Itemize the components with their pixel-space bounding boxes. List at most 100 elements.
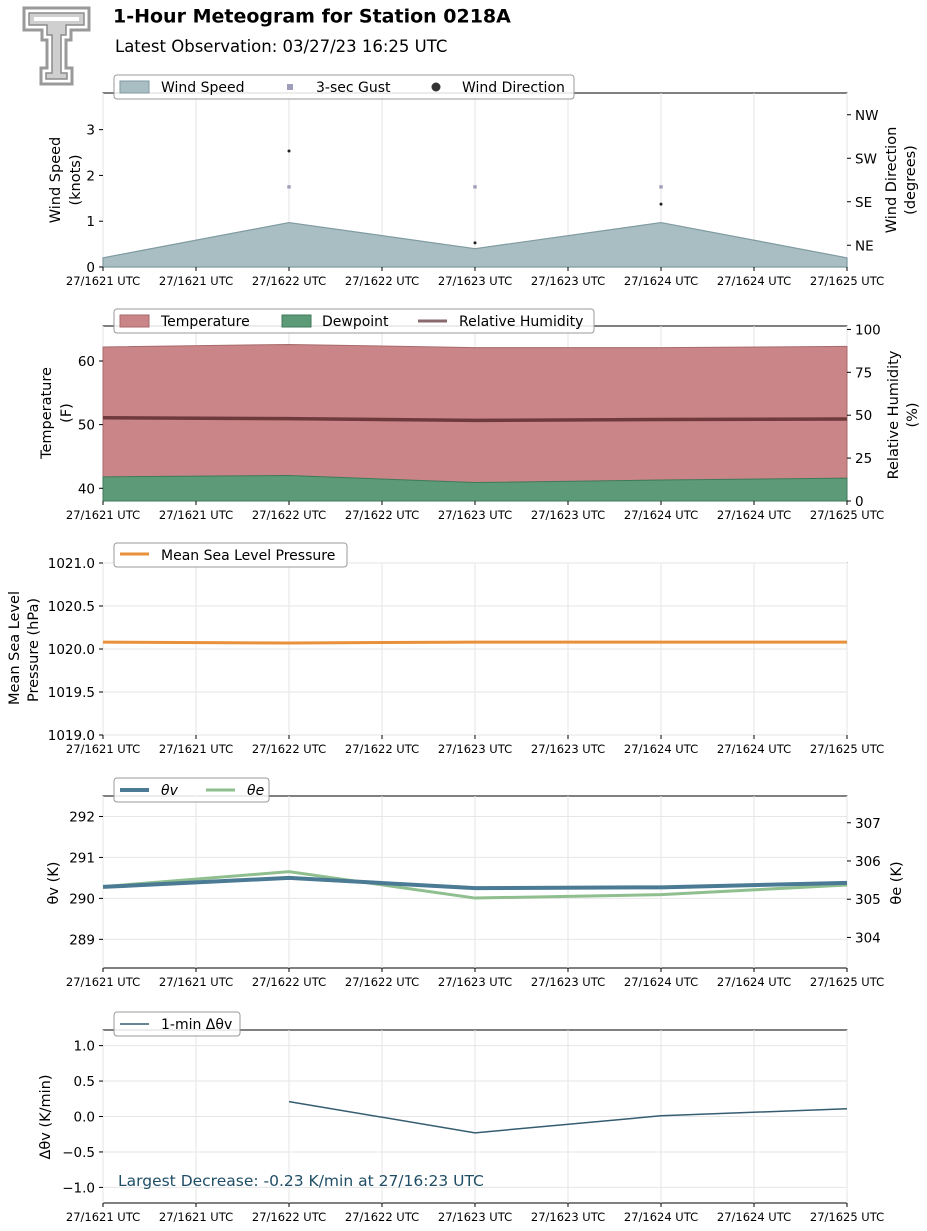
pressure-xtick-label: 27/1622 UTC bbox=[345, 742, 419, 756]
wind-ytick-label: 1 bbox=[86, 214, 95, 230]
dtheta-xtick-label: 27/1624 UTC bbox=[717, 1210, 791, 1224]
dewpoint-area bbox=[102, 475, 848, 502]
dtheta-xtick-label: 27/1624 UTC bbox=[624, 1210, 698, 1224]
theta-legend-box bbox=[113, 777, 270, 803]
pressure-ylabel-line2: Pressure (hPa) bbox=[26, 598, 42, 702]
temp-y2tick-label: 25 bbox=[855, 451, 872, 467]
dtheta-xtick-label: 27/1621 UTC bbox=[66, 1210, 140, 1224]
dtheta-legend: 1-min Δθv bbox=[113, 1011, 241, 1037]
dtheta-ytick-label: 0.0 bbox=[74, 1110, 95, 1126]
dtheta-plot-area bbox=[102, 1030, 848, 1203]
wind-xtick-label: 27/1623 UTC bbox=[438, 274, 512, 288]
temp-legend: Temperature Dewpoint Relative Humidity bbox=[113, 308, 595, 334]
relative-humidity-line bbox=[102, 416, 848, 423]
temp-xtick-label: 27/1625 UTC bbox=[810, 508, 884, 522]
direction-legend-label: Wind Direction bbox=[462, 80, 565, 96]
wind-xtick-label: 27/1624 UTC bbox=[717, 274, 791, 288]
theta-xtick-label: 27/1621 UTC bbox=[66, 975, 140, 989]
theta-panel: θv (K) θe (K) θv θe bbox=[46, 777, 905, 969]
gust-marker bbox=[473, 185, 477, 189]
dtheta-xtick-label: 27/1622 UTC bbox=[252, 1210, 326, 1224]
theta-xtick-label: 27/1622 UTC bbox=[345, 975, 419, 989]
wind-xtick-label: 27/1621 UTC bbox=[66, 274, 140, 288]
pressure-ytick-label: 1020.0 bbox=[48, 642, 95, 658]
wind-ytick-label: 2 bbox=[86, 168, 95, 184]
dtheta-ylabel: Δθv (K/min) bbox=[38, 1074, 54, 1159]
temp-xtick-label: 27/1623 UTC bbox=[531, 508, 605, 522]
temp-y2tick-label: 75 bbox=[855, 365, 872, 381]
wind-y2tick-label: SE bbox=[855, 195, 872, 211]
wind-ytick-label: 0 bbox=[86, 260, 95, 276]
dewpoint-legend-label: Dewpoint bbox=[322, 314, 389, 330]
wind-direction-marker bbox=[287, 149, 291, 153]
pressure-panel: Mean Sea Level Pressure (hPa) Mean Sea L… bbox=[7, 542, 848, 736]
wind-ylabel-line1: Wind Speed bbox=[48, 137, 64, 224]
pressure-xtick-label: 27/1625 UTC bbox=[810, 742, 884, 756]
wind-plot-area bbox=[102, 93, 848, 268]
dtheta-xtick-label: 27/1621 UTC bbox=[159, 1210, 233, 1224]
theta-ytick-label: 291 bbox=[69, 850, 95, 866]
wind-speed-area bbox=[102, 221, 848, 268]
wind-xtick-label: 27/1622 UTC bbox=[252, 274, 326, 288]
pressure-xtick-label: 27/1622 UTC bbox=[252, 742, 326, 756]
temp-xtick-label: 27/1623 UTC bbox=[438, 508, 512, 522]
dtheta-ytick-label: 0.5 bbox=[74, 1074, 95, 1090]
wind-y2label-line2: (degrees) bbox=[903, 145, 919, 215]
dtheta-xtick-label: 27/1623 UTC bbox=[531, 1210, 605, 1224]
gust-legend-marker bbox=[287, 84, 293, 90]
wind-panel: Wind Speed (knots) Wind Direction (degre… bbox=[48, 74, 919, 268]
wind-legend: Wind Speed 3-sec Gust Wind Direction bbox=[113, 74, 575, 100]
theta-xtick-label: 27/1621 UTC bbox=[159, 975, 233, 989]
wind-speed-legend-swatch bbox=[119, 80, 150, 94]
wind-y2label-line1: Wind Direction bbox=[884, 127, 900, 234]
wind-legend-box bbox=[113, 74, 575, 100]
pressure-ytick-label: 1021.0 bbox=[48, 556, 95, 572]
theta-y2tick-label: 307 bbox=[855, 816, 881, 832]
temp-ytick-label: 50 bbox=[78, 418, 95, 434]
theta-v-line bbox=[102, 875, 848, 891]
wind-speed-legend-label: Wind Speed bbox=[161, 80, 245, 96]
wind-xtick-label: 27/1625 UTC bbox=[810, 274, 884, 288]
theta-y2tick-label: 304 bbox=[855, 930, 881, 946]
rh-legend-label: Relative Humidity bbox=[459, 314, 583, 330]
texas-tech-logo bbox=[22, 6, 91, 86]
temp-ylabel-line2: (F) bbox=[59, 403, 75, 423]
pressure-legend-label: Mean Sea Level Pressure bbox=[161, 548, 335, 564]
theta-xtick-label: 27/1624 UTC bbox=[717, 975, 791, 989]
pressure-legend-box bbox=[113, 542, 348, 568]
theta-y2tick-label: 306 bbox=[855, 854, 881, 870]
pressure-xtick-label: 27/1621 UTC bbox=[66, 742, 140, 756]
temp-xtick-label: 27/1621 UTC bbox=[159, 508, 233, 522]
wind-xtick-label: 27/1622 UTC bbox=[345, 274, 419, 288]
wind-ytick-label: 3 bbox=[86, 123, 95, 139]
temp-ytick-label: 60 bbox=[78, 354, 95, 370]
theta-xtick-label: 27/1623 UTC bbox=[531, 975, 605, 989]
dtheta-legend-label: 1-min Δθv bbox=[161, 1017, 232, 1033]
dtheta-panel: Δθv (K/min) Largest Decrease: -0.23 K/mi… bbox=[38, 1011, 848, 1204]
dtheta-line bbox=[288, 1100, 848, 1134]
temp-panel: Temperature (F) Relative Humidity (%) Te… bbox=[39, 308, 921, 502]
theta-e-ylabel: θe (K) bbox=[889, 861, 905, 904]
theta-ytick-label: 292 bbox=[69, 809, 95, 825]
page-title: 1-Hour Meteogram for Station 0218A bbox=[113, 6, 511, 28]
theta-e-legend-label: θe bbox=[247, 783, 264, 799]
theta-xtick-label: 27/1623 UTC bbox=[438, 975, 512, 989]
wind-y2tick-label: NE bbox=[855, 238, 874, 254]
temp-ylabel-line1: Temperature bbox=[39, 367, 55, 460]
temp-ytick-label: 40 bbox=[78, 481, 95, 497]
pressure-xtick-label: 27/1624 UTC bbox=[717, 742, 791, 756]
pressure-ytick-label: 1019.0 bbox=[48, 728, 95, 744]
dtheta-xtick-label: 27/1625 UTC bbox=[810, 1210, 884, 1224]
wind-ylabel-line2: (knots) bbox=[68, 154, 84, 205]
dtheta-legend-box bbox=[113, 1011, 241, 1037]
gust-marker bbox=[659, 185, 663, 189]
dtheta-xtick-label: 27/1623 UTC bbox=[438, 1210, 512, 1224]
pressure-ytick-label: 1019.5 bbox=[48, 685, 95, 701]
theta-v-legend-label: θv bbox=[161, 783, 179, 799]
pressure-plot-area bbox=[102, 562, 848, 736]
wind-direction-marker bbox=[659, 202, 663, 206]
temp-xtick-label: 27/1622 UTC bbox=[345, 508, 419, 522]
theta-v-ylabel: θv (K) bbox=[46, 862, 62, 905]
pressure-xtick-label: 27/1623 UTC bbox=[438, 742, 512, 756]
